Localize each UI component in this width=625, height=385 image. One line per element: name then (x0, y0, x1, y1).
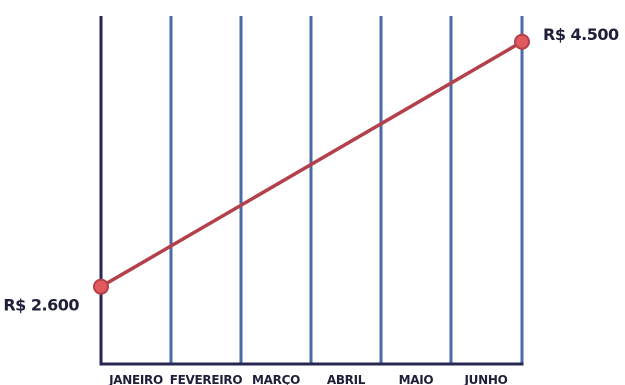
data-labels: R$ 2.600 R$ 4.500 (3, 25, 619, 315)
data-point (93, 278, 109, 295)
x-tick-label: MARÇO (252, 373, 300, 385)
x-tick-label: JANEIRO (108, 373, 163, 385)
x-tick-label: JUNHO (464, 373, 508, 385)
data-label: R$ 4.500 (543, 25, 619, 44)
series (93, 33, 530, 295)
x-tick-labels: JANEIRO FEVEREIRO MARÇO ABRIL MAIO JUNHO (108, 373, 508, 385)
vertical-gridlines (169, 16, 524, 364)
data-point (514, 33, 530, 50)
x-tick-label: FEVEREIRO (170, 373, 243, 385)
x-tick-label: MAIO (399, 373, 434, 385)
series-line (99, 40, 524, 289)
x-tick-label: ABRIL (327, 373, 366, 385)
data-label: R$ 2.600 (3, 296, 79, 315)
